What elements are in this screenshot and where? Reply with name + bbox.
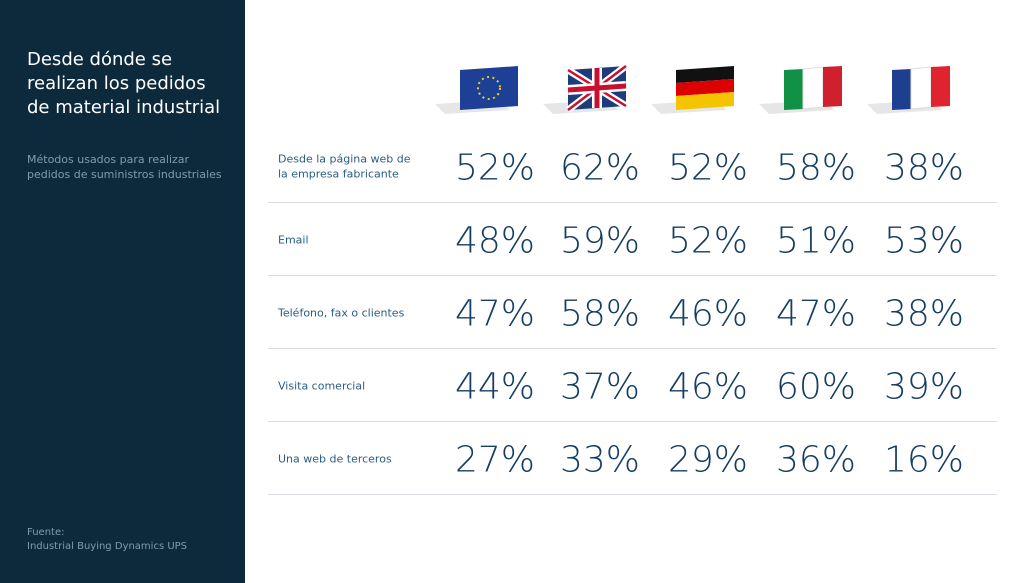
row-label: Email [278,234,309,247]
cell-value: 46% [668,294,748,335]
cell-value: 27% [455,440,535,481]
row-label: Visita comercial [278,380,365,393]
cell-value: 47% [455,294,535,335]
flag-fr [867,66,950,114]
source-label: Fuente: [27,527,65,538]
cell-value: 33% [560,440,640,481]
cell-value: 58% [560,294,640,335]
cell-value: 51% [776,221,856,262]
cell-value: 37% [560,367,640,408]
cell-value: 58% [776,148,856,189]
cell-value: 53% [884,221,964,262]
cell-value: 52% [668,148,748,189]
flag-de [651,66,734,114]
cell-value: 62% [560,148,640,189]
row-label: Desde la página web de la empresa fabrica… [278,153,411,181]
cell-value: 52% [455,148,535,189]
cell-value: 38% [884,294,964,335]
sidebar: Desde dónde se realizan los pedidos de m… [0,0,245,583]
cell-value: 46% [668,367,748,408]
cell-value: 44% [455,367,535,408]
cell-value: 47% [776,294,856,335]
cell-value: 38% [884,148,964,189]
flag-eu [435,66,518,114]
title: Desde dónde se realizan los pedidos de m… [27,49,221,118]
row-label: Teléfono, fax o clientes [277,307,405,320]
cell-value: 60% [776,367,856,408]
flags [435,63,950,114]
cell-value: 48% [455,221,535,262]
row-label: Una web de terceros [278,453,392,466]
cell-value: 29% [668,440,748,481]
cell-value: 16% [884,440,964,481]
cell-value: 36% [776,440,856,481]
flag-uk [543,63,629,114]
subtitle: Métodos usados para realizar pedidos de … [27,153,222,181]
cell-value: 59% [560,221,640,262]
table: Desde la página web de la empresa fabrica… [268,63,997,495]
cell-value: 39% [884,367,964,408]
source: Industrial Buying Dynamics UPS [27,541,188,552]
flag-it [759,66,842,114]
cell-value: 52% [668,221,748,262]
